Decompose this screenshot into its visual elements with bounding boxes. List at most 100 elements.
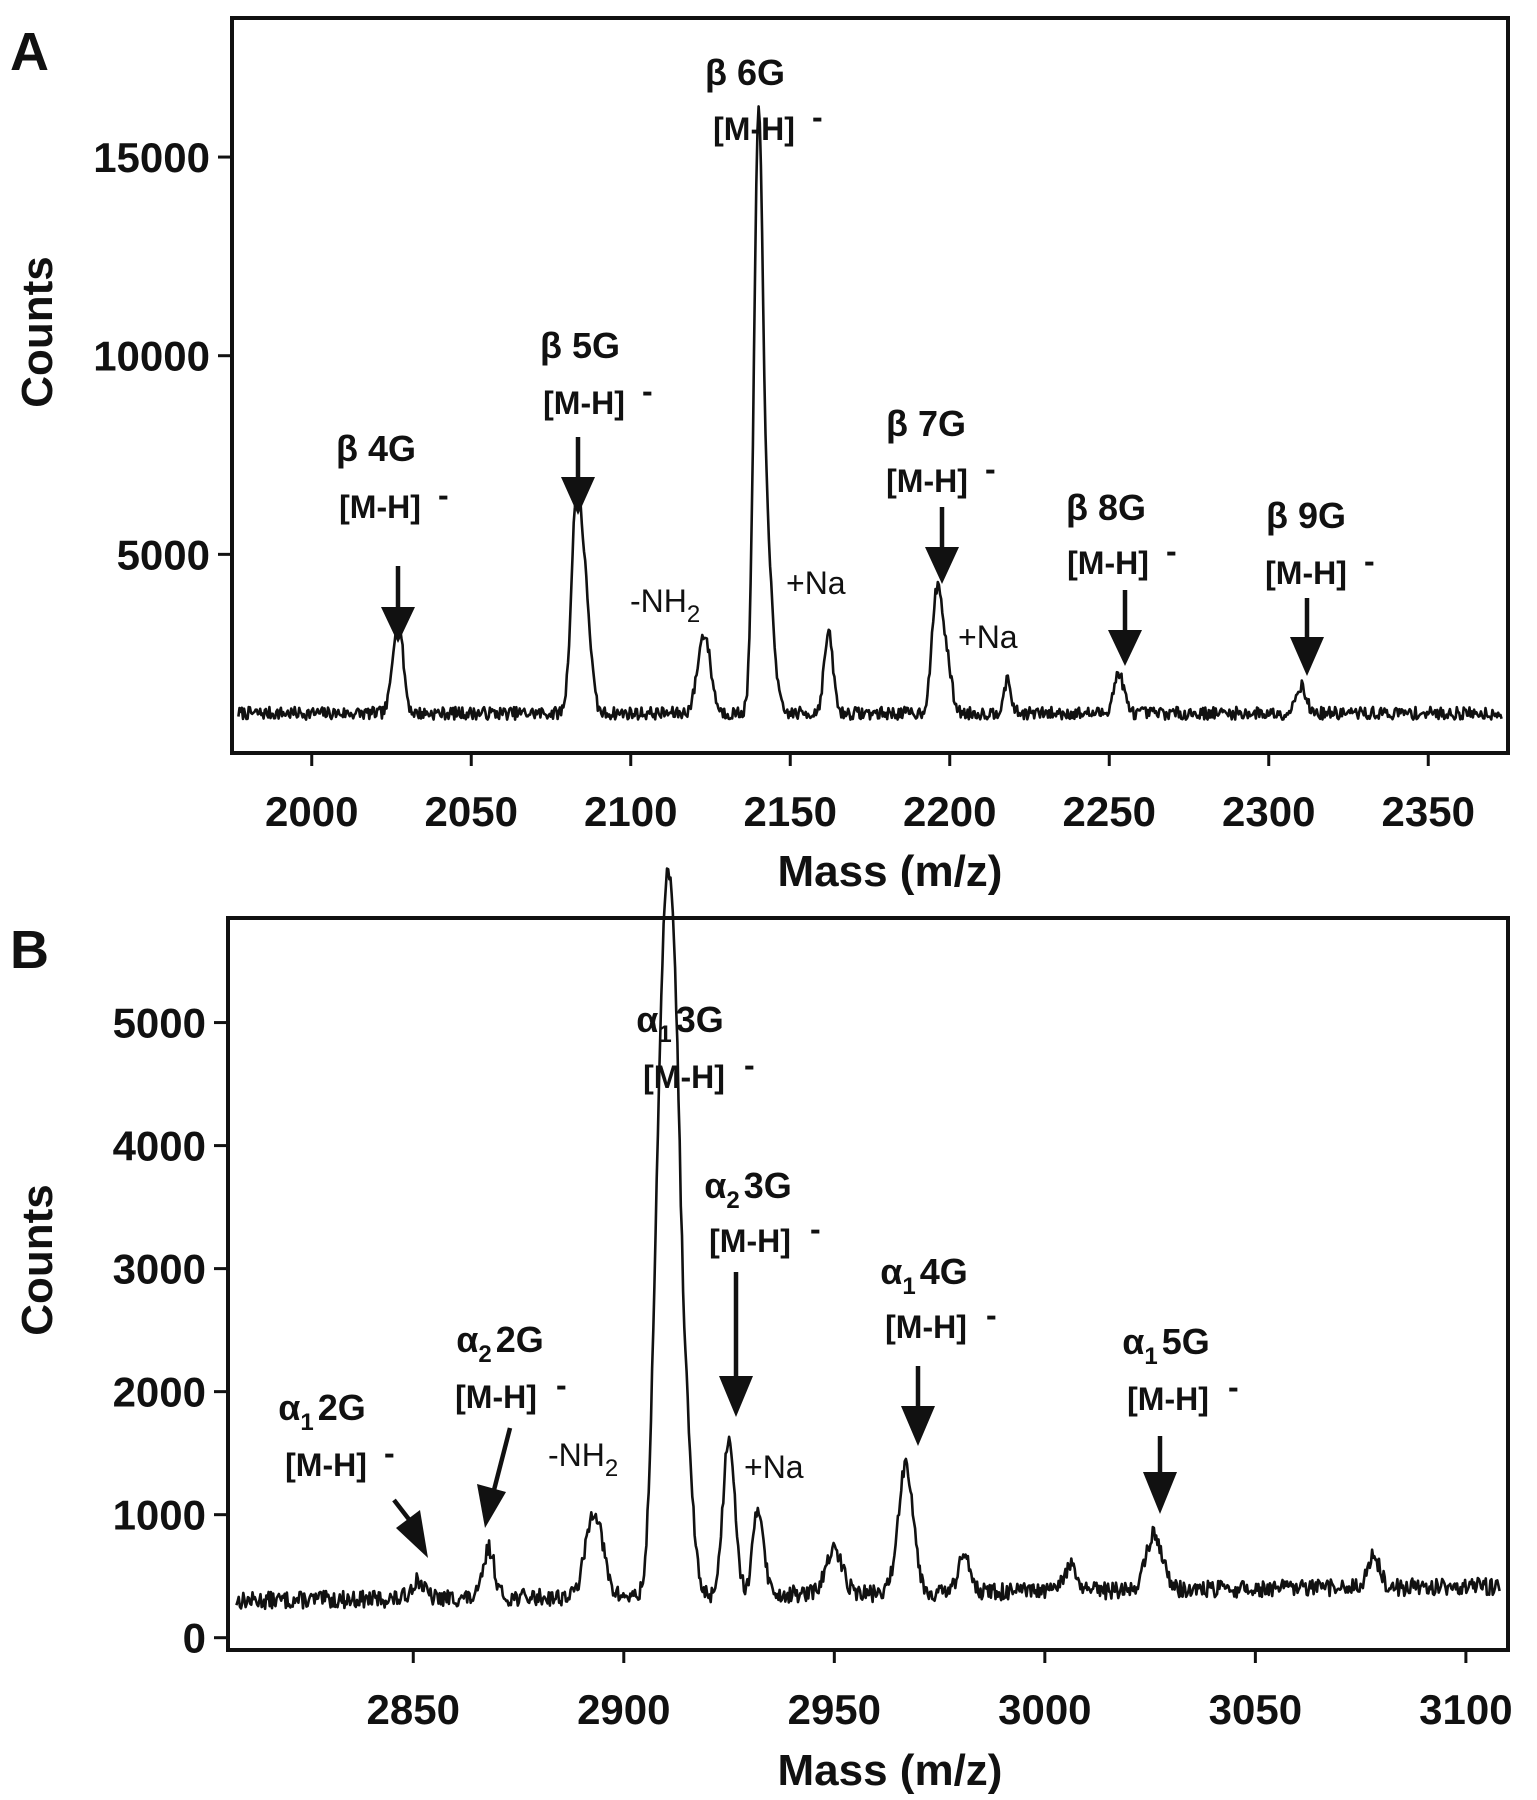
panel-b-spectrum-line xyxy=(235,867,1501,1611)
panel-a-adduct-na-1: +Na xyxy=(786,565,846,601)
arrow-shaft xyxy=(392,1498,413,1524)
panel-a-annotation-beta-4g: β 4G [M-H] - xyxy=(336,428,449,643)
annotation-label: β 4G xyxy=(336,428,416,469)
annotation-ion: [M-H] xyxy=(285,1447,367,1483)
panel-a-y-axis-title: Counts xyxy=(13,256,62,408)
panel-a-x-tick-label: 2350 xyxy=(1382,788,1475,835)
panel-b-y-tick-label: 1000 xyxy=(113,1492,206,1539)
annotation-charge: - xyxy=(985,451,996,487)
annotation-ion: [M-H] xyxy=(713,111,795,147)
panel-a-y-tick-label: 5000 xyxy=(117,531,210,578)
panel-b-y-tick-label: 5000 xyxy=(113,1000,206,1047)
annotation-charge: - xyxy=(438,477,449,513)
annotation-label: β 6G xyxy=(705,52,785,93)
panel-b-adduct-na: +Na xyxy=(744,1449,804,1485)
panel-a-x-tick-label: 2000 xyxy=(265,788,358,835)
annotation-label: β 5G xyxy=(540,325,620,366)
annotation-ion: [M-H] xyxy=(1067,545,1149,581)
annotation-label: β 8G xyxy=(1066,487,1146,528)
panel-a-x-axis: 2000 2050 2100 2150 2200 2250 2300 2350 xyxy=(265,753,1475,835)
panel-a-x-tick-label: 2300 xyxy=(1222,788,1315,835)
panel-b: B 0 1000 2000 3000 4000 5000 2850 2900 2950 3000… xyxy=(10,867,1513,1795)
annotation-charge: - xyxy=(384,1435,395,1471)
annotation-label: α2 2G xyxy=(456,1319,544,1368)
arrow-head xyxy=(396,1510,428,1558)
annotation-ion: [M-H] xyxy=(886,463,968,499)
arrow-head xyxy=(925,547,959,584)
panel-b-annotation-alpha1-5g: α1 5G [M-H] - xyxy=(1122,1321,1239,1514)
panel-a-x-tick-label: 2250 xyxy=(1063,788,1156,835)
panel-b-letter: B xyxy=(10,920,49,980)
annotation-ion: [M-H] xyxy=(1265,555,1347,591)
panel-a-annotation-beta-7g: β 7G [M-H] - xyxy=(886,403,996,584)
annotation-charge: - xyxy=(812,99,823,135)
panel-a-x-tick-label: 2050 xyxy=(425,788,518,835)
annotation-ion: [M-H] xyxy=(543,385,625,421)
panel-a-letter: A xyxy=(10,22,49,82)
panel-a-adduct-na-2: +Na xyxy=(958,619,1018,655)
panel-b-y-tick-label: 3000 xyxy=(113,1246,206,1293)
arrow-head xyxy=(561,477,595,515)
annotation-ion: [M-H] xyxy=(709,1223,791,1259)
annotation-label: α2 3G xyxy=(704,1165,792,1214)
panel-b-y-tick-label: 0 xyxy=(183,1615,206,1662)
panel-a-spectrum-line xyxy=(237,105,1503,721)
panel-b-annotation-alpha2-3g: α2 3G [M-H] - xyxy=(704,1165,821,1417)
annotation-label: α1 2G xyxy=(278,1387,366,1436)
panel-a-annotation-beta-9g: β 9G [M-H] - xyxy=(1265,495,1375,676)
annotation-charge: - xyxy=(1364,543,1375,579)
panel-b-x-tick-label: 3100 xyxy=(1419,1686,1512,1733)
annotation-label: β 7G xyxy=(886,403,966,444)
panel-b-annotation-alpha1-2g: α1 2G [M-H] - xyxy=(278,1387,428,1558)
panel-b-x-axis: 2850 2900 2950 3000 3050 3100 xyxy=(367,1650,1513,1733)
panel-b-x-tick-label: 2900 xyxy=(577,1686,670,1733)
panel-a-annotation-beta-8g: β 8G [M-H] - xyxy=(1066,487,1177,666)
annotation-charge: - xyxy=(986,1297,997,1333)
panel-b-y-axis-title: Counts xyxy=(13,1184,62,1336)
panel-a-y-tick-label: 15000 xyxy=(93,134,210,181)
panel-a-y-tick-label: 10000 xyxy=(93,333,210,380)
annotation-charge: - xyxy=(1166,533,1177,569)
annotation-charge: - xyxy=(810,1211,821,1247)
panel-a-x-tick-label: 2100 xyxy=(584,788,677,835)
panel-a-y-axis: 5000 10000 15000 xyxy=(93,134,232,578)
panel-b-x-axis-title: Mass (m/z) xyxy=(778,1746,1003,1795)
arrow-head xyxy=(1143,1472,1177,1514)
panel-b-annotation-alpha1-3g: α1 3G [M-H] - xyxy=(636,999,754,1095)
annotation-charge: - xyxy=(1228,1369,1239,1405)
annotation-ion: [M-H] xyxy=(455,1379,537,1415)
arrow-head xyxy=(719,1376,753,1417)
arrow-head xyxy=(1290,637,1324,676)
annotation-ion: [M-H] xyxy=(643,1059,725,1095)
panel-a-annotation-beta-5g: β 5G [M-H] - xyxy=(540,325,653,515)
panel-b-y-axis: 0 1000 2000 3000 4000 5000 xyxy=(113,1000,228,1662)
panel-a-adduct-nh2: -NH2 xyxy=(630,583,700,628)
annotation-label: β 9G xyxy=(1266,495,1346,536)
panel-b-adduct-nh2: -NH2 xyxy=(548,1437,618,1482)
panel-a-annotation-beta-6g: β 6G [M-H] - xyxy=(705,52,823,147)
annotation-charge: - xyxy=(556,1367,567,1403)
annotation-charge: - xyxy=(744,1047,755,1083)
panel-a-x-tick-label: 2200 xyxy=(903,788,996,835)
arrow-head xyxy=(477,1484,506,1528)
panel-b-x-tick-label: 3000 xyxy=(998,1686,1091,1733)
panel-b-annotation-alpha2-2g: α2 2G [M-H] - xyxy=(455,1319,567,1528)
arrow-head xyxy=(381,607,415,643)
arrow-head xyxy=(1108,630,1142,666)
panel-a-x-axis-title: Mass (m/z) xyxy=(778,847,1003,896)
panel-b-y-tick-label: 2000 xyxy=(113,1369,206,1416)
panel-a-plot-frame xyxy=(230,16,1510,755)
annotation-ion: [M-H] xyxy=(1127,1381,1209,1417)
panel-a-x-tick-label: 2150 xyxy=(744,788,837,835)
annotation-ion: [M-H] xyxy=(339,489,421,525)
annotation-charge: - xyxy=(642,373,653,409)
arrow-shaft xyxy=(491,1427,513,1491)
panel-b-x-tick-label: 2950 xyxy=(788,1686,881,1733)
panel-b-x-tick-label: 2850 xyxy=(367,1686,460,1733)
annotation-label: α1 3G xyxy=(636,999,724,1048)
annotation-label: α1 5G xyxy=(1122,1321,1210,1370)
panel-b-y-tick-label: 4000 xyxy=(113,1123,206,1170)
panel-b-annotation-alpha1-4g: α1 4G [M-H] - xyxy=(880,1251,997,1446)
arrow-head xyxy=(901,1406,935,1446)
